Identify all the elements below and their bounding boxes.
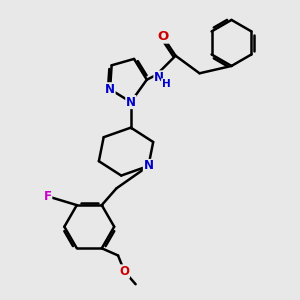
Text: N: N bbox=[105, 83, 115, 96]
Text: N: N bbox=[126, 96, 136, 109]
Text: O: O bbox=[119, 265, 129, 278]
Text: H: H bbox=[162, 79, 170, 89]
Text: N: N bbox=[154, 71, 164, 84]
Text: N: N bbox=[143, 160, 153, 172]
Text: O: O bbox=[157, 30, 168, 43]
Text: F: F bbox=[44, 190, 52, 203]
